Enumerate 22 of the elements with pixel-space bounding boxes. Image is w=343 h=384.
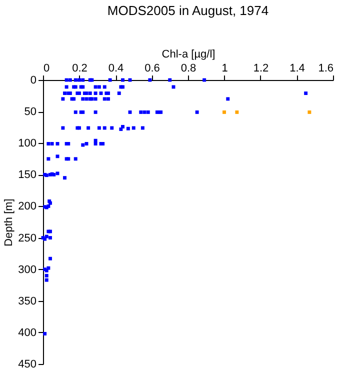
y-tick-label: 300: [18, 264, 36, 276]
y-tick-label: 150: [18, 169, 36, 182]
x-tick-label: 0.4: [108, 62, 124, 74]
x-tick-label: 1: [222, 62, 228, 74]
x-tick-label: 1.6: [318, 62, 334, 74]
x-tick-label: 0.6: [144, 62, 160, 74]
y-tick-label: 100: [18, 138, 36, 150]
x-tick-label: 0: [44, 62, 50, 74]
x-tick-label: 1.2: [253, 62, 269, 74]
y-tick-label: 200: [18, 200, 36, 213]
y-tick-label: 450: [18, 358, 36, 370]
x-axis-title: Chl-a [µg/l]: [162, 48, 216, 60]
x-tick-label: 1.4: [290, 62, 305, 74]
y-tick-label: 400: [18, 326, 36, 339]
y-tick-label: 50: [24, 106, 36, 118]
y-tick-label: 250: [18, 232, 36, 244]
y-tick-label: 0: [30, 74, 36, 86]
x-tick-label: 0.8: [180, 62, 196, 74]
y-tick-label: 350: [18, 295, 36, 308]
y-axis-title: Depth [m]: [3, 198, 16, 246]
x-tick-label: 0.2: [72, 62, 88, 74]
chart-title: MODS2005 in August, 1974: [107, 3, 269, 18]
